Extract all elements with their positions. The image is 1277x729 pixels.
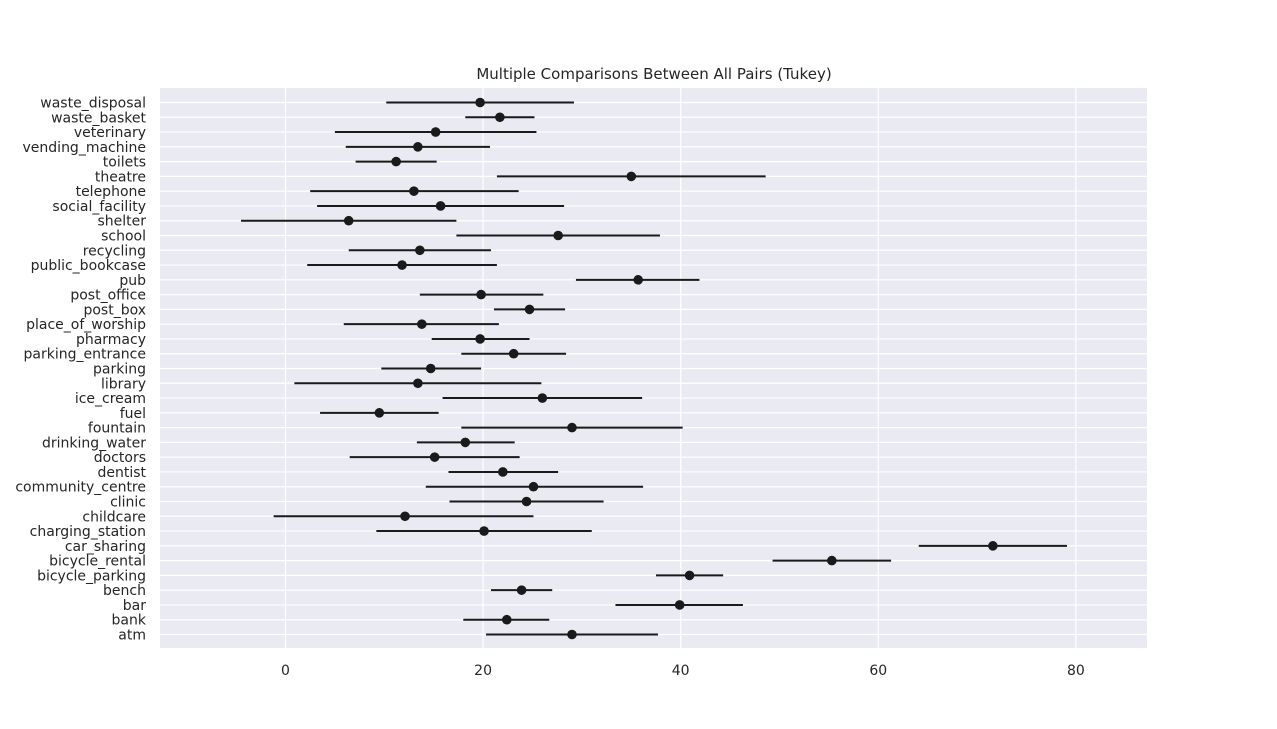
category-label: charging_station [30, 524, 146, 540]
category-label: shelter [97, 214, 146, 230]
mean-point [537, 393, 548, 403]
category-label: fuel [120, 406, 146, 422]
category-label: theatre [95, 169, 146, 185]
category-label: car_sharing [65, 539, 146, 555]
mean-point [521, 496, 532, 507]
category-label: pharmacy [76, 332, 146, 348]
category-label: social_facility [52, 199, 146, 215]
mean-point [425, 363, 436, 374]
x-tick-label: 80 [1067, 663, 1085, 679]
mean-point [567, 422, 577, 433]
category-label: waste_disposal [40, 96, 146, 112]
chart-title: Multiple Comparisons Between All Pairs (… [476, 65, 831, 83]
mean-point [374, 408, 385, 418]
category-label: pub [119, 273, 146, 289]
mean-point [475, 334, 485, 344]
x-tick-label: 60 [869, 663, 887, 679]
category-label: toilets [103, 155, 146, 171]
category-label: fountain [88, 421, 146, 437]
category-label: bicycle_parking [37, 568, 146, 584]
category-label: bar [123, 598, 146, 614]
x-tick-label: 0 [281, 663, 290, 679]
category-label: school [101, 229, 146, 245]
mean-point [476, 289, 486, 300]
category-label: community_centre [15, 480, 146, 496]
category-label: doctors [94, 450, 146, 466]
mean-point [528, 481, 539, 492]
mean-point [508, 348, 519, 359]
category-label: parking [93, 362, 146, 378]
category-label: vending_machine [23, 140, 146, 156]
mean-point [343, 215, 354, 226]
mean-point [397, 260, 407, 270]
mean-point [553, 230, 563, 241]
mean-point [827, 555, 837, 566]
mean-point [495, 112, 505, 123]
category-label: place_of_worship [26, 317, 146, 333]
category-label: post_office [70, 288, 146, 304]
category-label: veterinary [74, 125, 146, 141]
mean-point [501, 614, 512, 625]
mean-point [413, 142, 423, 152]
category-label: drinking_water [42, 435, 146, 451]
category-label: atm [118, 628, 146, 644]
category-label: bicycle_rental [49, 554, 146, 570]
data-marks [241, 97, 1067, 640]
mean-point [479, 526, 489, 536]
mean-point [409, 186, 419, 196]
mean-point [435, 201, 446, 211]
category-label: public_bookcase [31, 258, 146, 274]
x-axis-ticks: 0 20 40 60 80 [281, 663, 1085, 679]
category-label: recycling [83, 243, 146, 259]
mean-point [516, 585, 527, 595]
mean-point [475, 97, 485, 108]
mean-point [413, 378, 423, 389]
mean-point [498, 467, 508, 477]
category-label: parking_entrance [24, 347, 146, 363]
mean-point [460, 437, 471, 448]
mean-point [524, 304, 535, 315]
category-label: ice_cream [75, 391, 146, 407]
x-tick-label: 20 [474, 663, 492, 679]
mean-point [633, 275, 643, 285]
mean-point [429, 452, 440, 462]
category-label: library [101, 376, 146, 392]
category-label: waste_basket [51, 110, 146, 126]
mean-point [674, 600, 685, 610]
mean-point [415, 245, 425, 256]
mean-point [417, 319, 427, 329]
mean-point [567, 629, 577, 640]
mean-point [391, 156, 401, 167]
mean-point [400, 511, 410, 522]
category-label: childcare [82, 509, 146, 525]
category-label: bank [112, 613, 147, 629]
category-label: dentist [97, 465, 146, 481]
mean-point [988, 541, 998, 551]
mean-point [684, 570, 695, 581]
mean-point [626, 171, 637, 182]
mean-point [430, 127, 441, 137]
x-tick-label: 40 [672, 663, 690, 679]
category-label: post_box [83, 302, 146, 318]
category-label: bench [103, 583, 146, 599]
category-labels: waste_disposalwaste_basketveterinaryvend… [15, 96, 147, 644]
category-label: clinic [110, 495, 146, 511]
category-label: telephone [76, 184, 146, 200]
